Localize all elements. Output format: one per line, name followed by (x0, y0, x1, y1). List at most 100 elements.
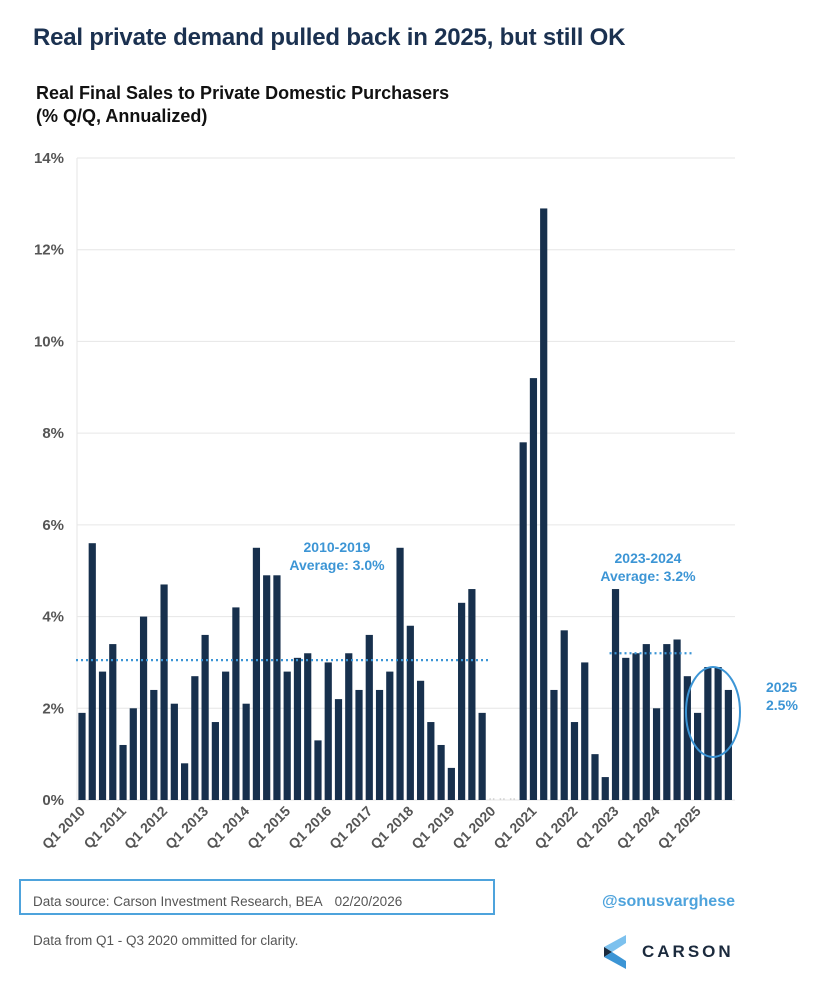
bar (427, 722, 435, 800)
y-tick-label: 4% (42, 609, 64, 626)
chart-subtitle: Real Final Sales to Private Domestic Pur… (36, 82, 449, 128)
highlight-2025-ellipse (684, 666, 741, 758)
y-tick-label: 8% (42, 425, 64, 442)
bar (591, 754, 599, 800)
carson-logo-icon (604, 935, 626, 969)
bar (458, 602, 466, 800)
bar (550, 689, 558, 800)
bar (704, 667, 712, 800)
bar (478, 712, 486, 800)
y-axis-ticks: 0% 2% 4% 6% 8% 10% 12% 14% (34, 150, 64, 809)
carson-logo: CARSON (604, 935, 734, 969)
x-tick-label: Q1 2011 (80, 803, 129, 852)
bar (150, 689, 158, 800)
bar (222, 671, 230, 800)
source-date: 02/20/2026 (334, 894, 403, 909)
bar (622, 657, 630, 800)
x-tick-label: Q1 2010 (39, 803, 88, 852)
bar (406, 625, 414, 800)
bar (109, 644, 117, 800)
y-tick-label: 10% (34, 333, 64, 350)
x-tick-label: Q1 2019 (408, 803, 457, 852)
y-tick-label: 14% (34, 150, 64, 167)
chart-units-line: (% Q/Q, Annualized) (36, 106, 208, 126)
bar (181, 763, 189, 800)
chart-title-line: Real Final Sales to Private Domestic Pur… (36, 83, 450, 103)
annotation-2023-2024-average: Average: 3.2% (600, 568, 696, 584)
x-tick-label: Q1 2024 (613, 803, 662, 852)
logo-text: CARSON (642, 942, 734, 961)
bars (78, 208, 732, 800)
annotation-2025-label: 2025 (766, 679, 797, 695)
bar (129, 708, 137, 800)
bar (519, 442, 527, 800)
bar (304, 653, 312, 800)
x-tick-label: Q1 2014 (203, 803, 252, 852)
bar (694, 712, 702, 800)
x-tick-label: Q1 2020 (449, 803, 498, 852)
bar (345, 653, 353, 800)
average-lines (76, 652, 694, 662)
bar (98, 671, 107, 800)
annotations: 2010-2019 Average: 3.0% 2023-2024 Average: … (289, 539, 798, 758)
bar (139, 616, 148, 800)
bar (273, 575, 281, 800)
bar (714, 667, 722, 800)
y-tick-label: 2% (42, 700, 64, 717)
bar (160, 584, 168, 800)
bar (724, 689, 732, 800)
x-tick-label: Q1 2021 (490, 803, 539, 852)
data-source: Data source: Carson Investment Research,… (33, 894, 402, 909)
bar (386, 671, 394, 800)
bar (293, 657, 302, 800)
bar (232, 607, 240, 800)
x-tick-label: Q1 2012 (121, 803, 170, 852)
gridlines (76, 157, 735, 801)
bar (437, 744, 445, 800)
bar (560, 630, 568, 800)
bar (119, 744, 127, 800)
bar (652, 708, 661, 800)
bar (191, 676, 199, 800)
bar (365, 634, 373, 800)
bar (540, 208, 548, 800)
bar (242, 703, 250, 800)
bar (324, 662, 332, 800)
x-tick-label: Q1 2015 (244, 803, 293, 852)
bar (683, 676, 691, 800)
y-tick-label: 6% (42, 517, 64, 534)
source-label: Data source: Carson Investment Research,… (33, 894, 323, 909)
source-box (19, 879, 495, 915)
bar (314, 740, 322, 800)
x-tick-label: Q1 2016 (285, 803, 334, 852)
bar (78, 712, 86, 800)
bar (416, 680, 425, 800)
bar (570, 722, 579, 800)
bar (601, 777, 609, 800)
bar (252, 547, 261, 800)
bar (170, 703, 178, 800)
y-tick-label: 12% (34, 242, 64, 259)
annotation-2023-2024-period: 2023-2024 (615, 550, 682, 566)
bar (632, 653, 640, 800)
x-tick-label: Q1 2022 (531, 803, 580, 852)
bar (663, 644, 671, 800)
bar (283, 671, 291, 800)
x-tick-label: Q1 2025 (654, 803, 703, 852)
bar (673, 639, 681, 800)
annotation-2025-value: 2.5% (766, 697, 798, 713)
x-tick-label: Q1 2023 (572, 803, 621, 852)
omission-note: Data from Q1 - Q3 2020 ommitted for clar… (33, 933, 299, 948)
page-title: Real private demand pulled back in 2025,… (33, 24, 626, 51)
bar (88, 543, 96, 800)
x-tick-label: Q1 2018 (367, 803, 416, 852)
bar (211, 722, 219, 800)
x-tick-label: Q1 2013 (162, 803, 211, 852)
bar (529, 378, 538, 800)
bar (447, 767, 455, 800)
bar (263, 575, 271, 800)
bar (355, 689, 363, 800)
annotation-2010-2019-average: Average: 3.0% (289, 557, 385, 573)
bar (334, 699, 343, 800)
